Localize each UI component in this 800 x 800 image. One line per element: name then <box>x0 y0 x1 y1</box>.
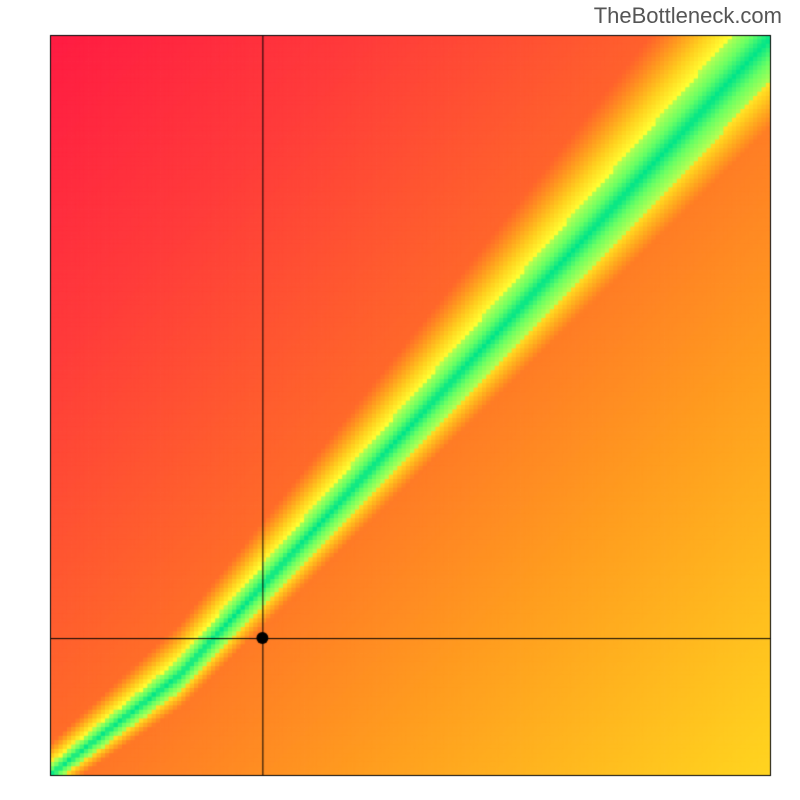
watermark-text: TheBottleneck.com <box>594 3 782 29</box>
heatmap-canvas <box>0 0 800 800</box>
chart-container: TheBottleneck.com <box>0 0 800 800</box>
